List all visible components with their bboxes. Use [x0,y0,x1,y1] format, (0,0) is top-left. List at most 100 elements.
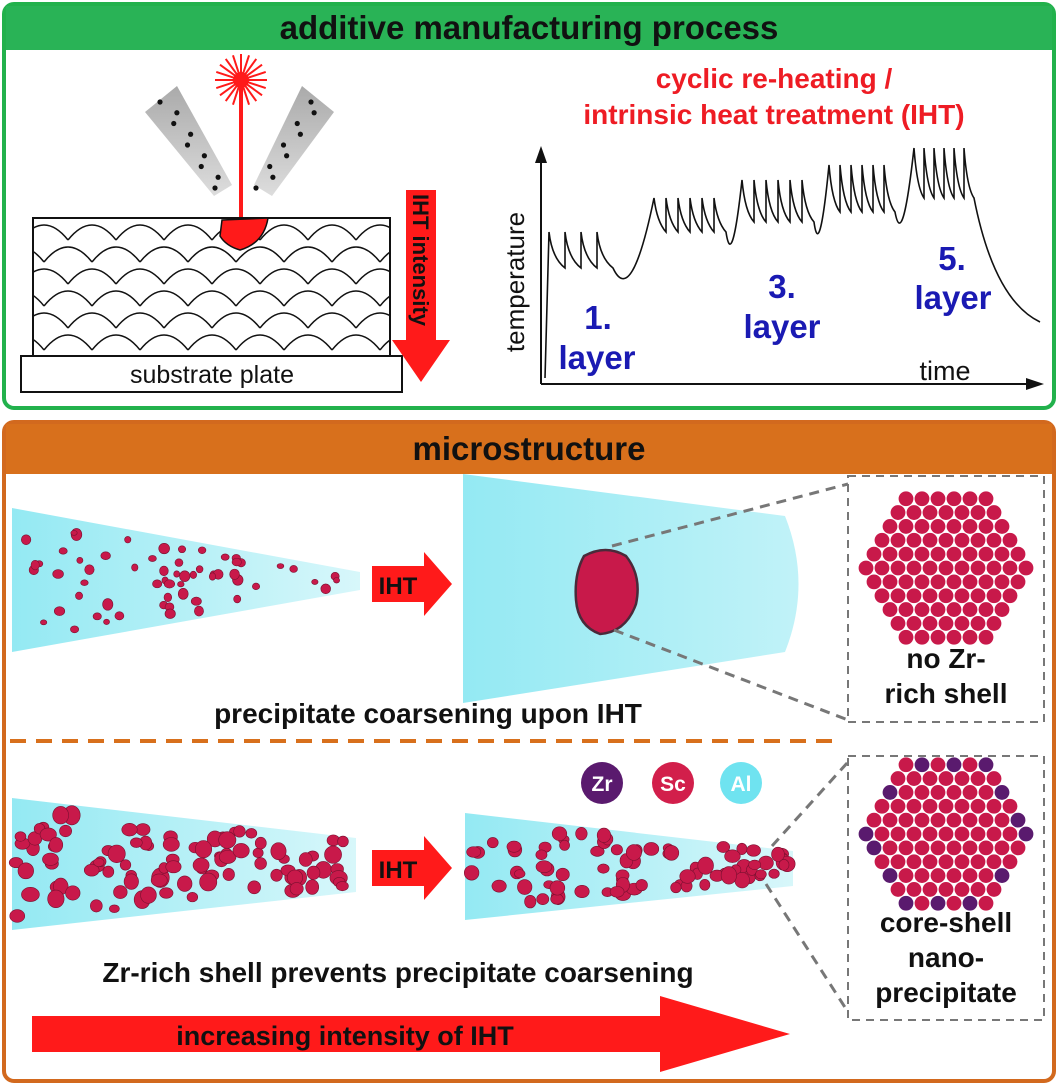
precipitate [164,608,176,619]
row1-coarsening: IHT precipitate coarsening upon IHT no Z… [12,474,1045,729]
layer-3-number: 3. [768,268,796,305]
melt-track-arc [33,224,69,241]
melt-track-arc [43,246,93,263]
precipitate [190,596,202,606]
core-atom [866,546,882,562]
temperature-curve [544,147,1041,379]
melt-track-arc [187,334,237,351]
melt-track-arc [139,334,189,351]
core-shell-atom [954,882,970,897]
precipitate [699,878,711,891]
laser-ray [241,85,250,106]
melt-track-arc [91,290,141,307]
core-shell-atom [922,854,938,870]
core-shell-atom [874,826,890,842]
iht-intensity-label: IHT intensity [408,194,433,327]
melt-track-arc [33,338,45,351]
core-atom [994,574,1010,590]
melt-track-arc [33,268,69,285]
row2-caption: Zr-rich shell prevents precipitate coars… [102,957,693,988]
core-atom [986,616,1002,631]
core-shell-atom [882,785,898,800]
row2-right-precipitates [464,826,796,909]
precipitate [9,909,26,923]
precipitate [506,840,522,853]
core-shell-atom [970,798,986,814]
coarsened-precipitate [574,548,639,636]
precipitate [194,840,213,859]
precipitate [107,844,126,863]
powder-particle [308,99,314,105]
core-atom [874,588,890,604]
row2-left-precipitates [8,805,349,923]
y-axis-label: temperature [500,212,530,352]
core-shell-atom [930,868,946,883]
precipitate [135,823,151,836]
core-shell-atom [906,771,922,786]
laser-ray [215,80,236,89]
melt-track-arc [307,312,357,329]
core-shell-atom [946,785,962,800]
melt-track-arc [235,246,285,263]
melt-track-arc [67,268,117,285]
precipitate [289,882,304,896]
core-atom [970,588,986,604]
melt-track-arc [379,251,390,263]
laser-ray [224,84,239,102]
precipitate [324,845,342,864]
precipitate [306,865,321,880]
precipitate [21,887,40,902]
substrate-plate [20,355,403,393]
core-shell-atom [930,812,946,828]
core-shell-atom [978,895,994,911]
row1-caption: precipitate coarsening upon IHT [214,698,642,729]
core-atom [930,602,946,617]
core-atom [930,574,946,590]
legend-al-label: Al [731,773,752,796]
row2-left-cone [12,798,356,930]
precipitate [53,606,66,616]
core-shell-atom [946,812,962,828]
precipitate [8,857,24,869]
core-shell-atom [954,771,970,786]
row1-box-line2: rich shell [885,678,1008,709]
core-shell-atom [1002,798,1018,814]
precipitate [178,545,187,554]
core-shell-atom [922,798,938,814]
precipitate [736,842,748,855]
core-atom [946,574,962,590]
precipitate [131,563,139,572]
core-atom [906,616,922,631]
core-atom [874,560,890,576]
core-atom [946,491,962,507]
core-shell-atom [914,812,930,828]
powder-particle [212,185,218,191]
laser-icon [215,54,267,218]
core-shell-atom [898,868,914,883]
substrate-label: substrate plate [130,361,294,389]
precipitate [80,579,89,586]
melt-track-arc [355,268,390,285]
core-atom [962,546,978,562]
core-atom [898,629,914,645]
left-nozzle [145,86,232,196]
core-atom [986,560,1002,576]
layer-1-number: 1. [584,299,612,336]
core-atom [962,602,978,617]
precipitate [559,839,570,851]
core-shell-atom [874,854,890,870]
core-shell-atom [882,840,898,856]
precipitate [337,835,349,848]
precipitate [177,875,193,892]
row1-left-precipitates [21,528,340,634]
melt-track-arc [139,290,189,307]
laser-ray [243,58,258,76]
core-shell-atom [962,757,978,773]
melt-track-arc [307,268,357,285]
core-shell-atom [906,826,922,842]
core-shell-atom [938,882,954,897]
core-shell-atom [994,868,1010,883]
layer-3-word: layer [743,308,820,345]
core-atom [882,574,898,590]
core-shell-atom [1002,826,1018,842]
